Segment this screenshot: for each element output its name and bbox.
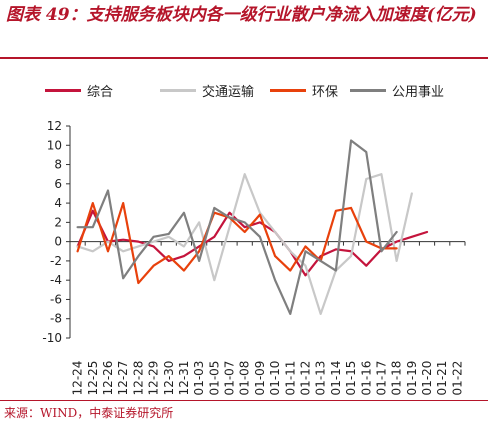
legend-item: 综合	[45, 80, 113, 100]
legend-item: 交通运输	[160, 80, 254, 100]
figure-title: 图表 49：支持服务板块内各一级行业散户净流入加速度(亿元)	[6, 5, 477, 25]
source-note: 来源：WIND，中泰证券研究所	[4, 406, 174, 420]
x-tick-label: 12-27	[116, 361, 130, 396]
series-line	[76, 173, 413, 316]
title-rule	[0, 57, 488, 59]
y-tick-label: -6	[50, 292, 62, 306]
y-tick-label: -2	[50, 254, 62, 268]
x-tick-label: 12-25	[86, 361, 100, 396]
x-tick-label: 01-05	[207, 361, 221, 396]
y-tick-label: -8	[50, 312, 62, 326]
legend-swatch	[270, 88, 306, 92]
x-tick-label: 12-26	[101, 361, 115, 396]
x-tick-label: 01-17	[374, 361, 388, 396]
y-tick-label: 0	[54, 235, 62, 249]
x-tick-label: 01-10	[268, 361, 282, 396]
x-tick-label: 12-30	[162, 361, 176, 396]
legend-item: 环保	[270, 80, 338, 100]
legend-swatch	[350, 88, 386, 92]
x-tick-label: 01-18	[390, 361, 404, 396]
line-chart: -10 -8 -6 -4 -2 0 2 4 6 8 10 12 12-24 12-25 12-26 12-27…	[42, 119, 466, 396]
x-tick-label: 01-20	[420, 361, 434, 396]
x-tick-label: 01-07	[223, 361, 237, 396]
y-tick-label: -4	[50, 273, 62, 287]
x-tick-label: 01-03	[192, 361, 206, 396]
legend-label: 环保	[312, 84, 339, 100]
y-tick-label: 6	[54, 177, 62, 191]
y-tick-label: 2	[54, 215, 62, 229]
source-rule	[0, 400, 488, 401]
x-tick-label: 01-16	[359, 361, 373, 396]
y-tick-label: -10	[42, 331, 62, 345]
legend-item: 公用事业	[350, 80, 444, 100]
legend-label: 综合	[87, 84, 114, 100]
x-tick-label: 01-08	[238, 361, 252, 396]
x-tick-label: 01-22	[450, 361, 464, 396]
legend-swatch	[45, 88, 81, 92]
x-tick-label: 12-29	[147, 361, 161, 396]
series-line	[76, 139, 398, 316]
legend-label: 交通运输	[202, 84, 255, 100]
y-tick-label: 4	[54, 196, 62, 210]
x-tick-label: 01-19	[405, 361, 419, 396]
legend-label: 公用事业	[392, 84, 445, 100]
x-tick-label: 01-21	[435, 361, 449, 396]
x-tick-label: 01-09	[253, 361, 267, 396]
x-tick-label: 01-15	[344, 361, 358, 396]
y-tick-label: 12	[47, 119, 62, 133]
x-tick-label: 12-28	[131, 361, 145, 396]
x-tick-label: 12-31	[177, 361, 191, 396]
x-tick-label: 12-24	[71, 361, 85, 396]
x-tick-label: 01-14	[329, 361, 343, 396]
chart-legend: 综合 交通运输 环保 公用事业	[0, 80, 488, 100]
x-tick-label: 01-12	[298, 361, 312, 396]
y-tick-label: 8	[54, 158, 62, 172]
x-tick-label: 01-13	[314, 361, 328, 396]
legend-swatch	[160, 88, 196, 92]
y-tick-label: 10	[47, 138, 62, 152]
x-tick-label: 01-11	[283, 361, 297, 396]
